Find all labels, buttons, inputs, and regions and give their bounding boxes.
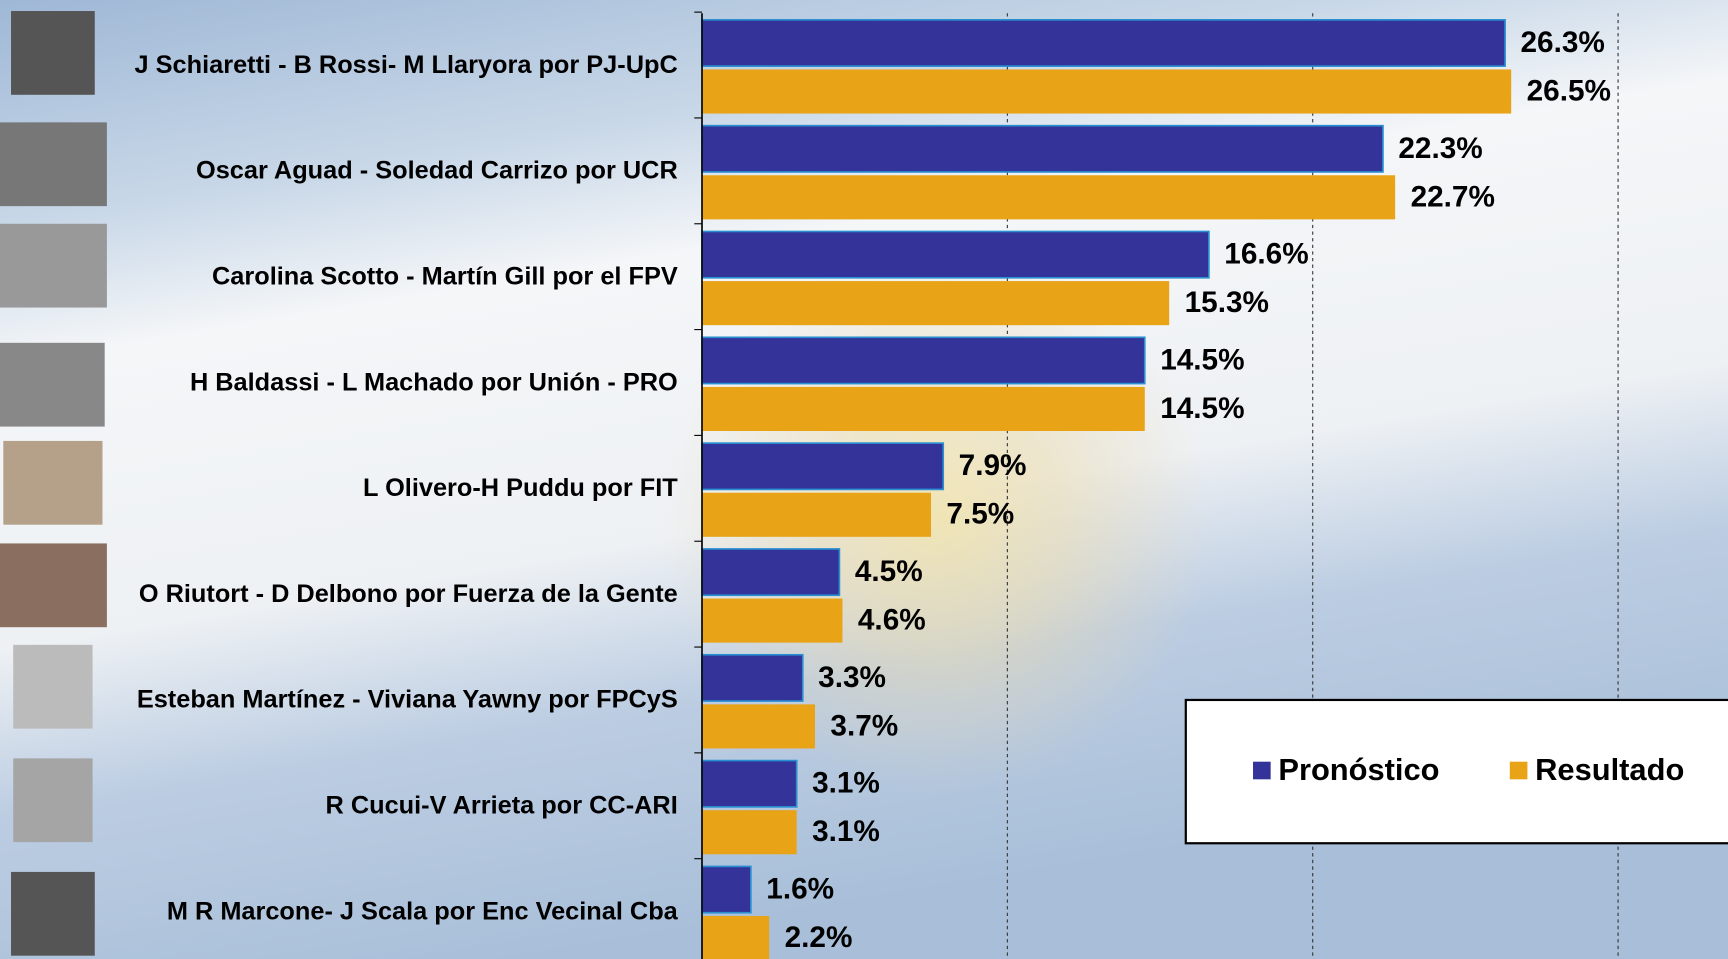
value-label: 4.6% <box>858 604 926 637</box>
value-label: 7.9% <box>959 449 1027 482</box>
value-label: 1.6% <box>766 873 834 906</box>
photo <box>3 441 102 525</box>
bar <box>702 231 1209 277</box>
value-label: 14.5% <box>1160 343 1244 376</box>
bar <box>702 655 803 701</box>
value-label: 3.7% <box>830 709 898 742</box>
chart: 26.3% 26.5% 22.3% 22.7% 16.6% 15.3% 14.5% 14.5%… <box>0 0 1728 959</box>
bar <box>702 493 931 537</box>
value-label: 4.5% <box>855 555 923 588</box>
bar <box>702 810 797 854</box>
category-label: J Schiaretti - B Rossi- M Llaryora por P… <box>135 51 678 79</box>
legend-swatch <box>1253 762 1271 780</box>
legend: Pronóstico Resultado <box>1186 700 1728 843</box>
value-label: 3.1% <box>812 767 880 800</box>
category-label: Oscar Aguad - Soledad Carrizo por UCR <box>196 157 678 185</box>
bar <box>702 599 842 643</box>
value-label: 22.7% <box>1411 180 1495 213</box>
bar <box>702 916 769 959</box>
bar <box>702 126 1383 172</box>
category-label: R Cucui-V Arrieta por CC-ARI <box>326 792 678 820</box>
category-label: Esteban Martínez - Viviana Yawny por FPC… <box>137 686 678 714</box>
value-label: 26.5% <box>1527 74 1611 107</box>
page: {"chart_data": {"type": "bar", "orientat… <box>0 0 1728 959</box>
category-label: Carolina Scotto - Martín Gill por el FPV <box>212 262 678 290</box>
bar <box>702 387 1145 431</box>
legend-label: Resultado <box>1535 752 1684 787</box>
bar <box>702 443 943 489</box>
value-label: 7.5% <box>946 498 1014 531</box>
photos <box>0 11 107 956</box>
bar <box>702 866 751 912</box>
category-label: H Baldassi - L Machado por Unión - PRO <box>190 368 678 396</box>
bar <box>702 69 1511 113</box>
bar <box>702 175 1395 219</box>
bar <box>702 549 839 595</box>
bar <box>702 281 1169 325</box>
value-label: 16.6% <box>1224 238 1308 271</box>
category-label: L Olivero-H Puddu por FIT <box>363 474 678 502</box>
value-label: 3.1% <box>812 815 880 848</box>
photo <box>0 122 107 206</box>
photo <box>11 872 95 956</box>
photo <box>0 543 107 627</box>
value-label: 15.3% <box>1185 286 1269 319</box>
photo <box>13 758 92 842</box>
value-label: 22.3% <box>1398 132 1482 165</box>
bar <box>702 20 1505 66</box>
photo <box>0 343 105 427</box>
value-label: 2.2% <box>785 921 853 954</box>
photo <box>11 11 95 95</box>
category-label: M R Marcone- J Scala por Enc Vecinal Cba <box>167 897 679 925</box>
legend-label: Pronóstico <box>1278 752 1439 787</box>
category-label: O Riutort - D Delbono por Fuerza de la G… <box>139 580 678 608</box>
bar <box>702 704 815 748</box>
photo <box>13 645 92 729</box>
value-label: 26.3% <box>1521 26 1605 59</box>
value-label: 3.3% <box>818 661 886 694</box>
bar <box>702 337 1145 383</box>
bar <box>702 761 797 807</box>
legend-swatch <box>1510 762 1528 780</box>
photo <box>0 224 107 308</box>
value-label: 14.5% <box>1160 392 1244 425</box>
